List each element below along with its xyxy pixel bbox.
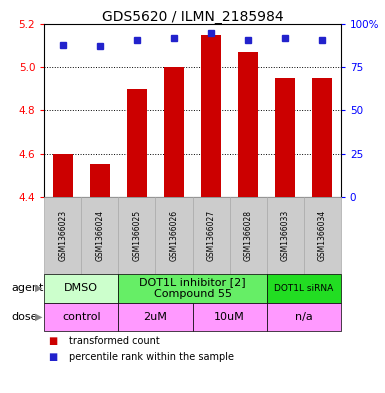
Text: 10uM: 10uM [214, 312, 245, 322]
Bar [304, 197, 341, 274]
Text: n/a: n/a [295, 312, 313, 322]
Text: GDS5620 / ILMN_2185984: GDS5620 / ILMN_2185984 [102, 10, 283, 24]
Text: dose: dose [12, 312, 38, 322]
Bar [119, 303, 192, 331]
Bar [238, 52, 258, 197]
Text: GSM1366034: GSM1366034 [318, 209, 327, 261]
Bar [44, 197, 81, 274]
Bar [119, 197, 156, 274]
Bar [81, 197, 119, 274]
Bar [275, 78, 295, 197]
Bar [164, 67, 184, 197]
Text: 2uM: 2uM [144, 312, 167, 322]
Text: control: control [62, 312, 100, 322]
Bar [44, 303, 119, 331]
Bar [53, 154, 73, 197]
Text: percentile rank within the sample: percentile rank within the sample [69, 352, 234, 362]
Text: transformed count: transformed count [69, 336, 160, 346]
Text: ■: ■ [48, 352, 57, 362]
Text: GSM1366025: GSM1366025 [132, 209, 141, 261]
Bar [267, 197, 304, 274]
Bar [90, 165, 110, 197]
Bar [127, 89, 147, 197]
Text: GSM1366033: GSM1366033 [281, 209, 290, 261]
Text: agent: agent [12, 283, 44, 293]
Bar [119, 274, 267, 303]
Bar [44, 274, 119, 303]
Text: GSM1366028: GSM1366028 [244, 210, 253, 261]
Text: DOT1L inhibitor [2]
Compound 55: DOT1L inhibitor [2] Compound 55 [139, 277, 246, 299]
Text: ▶: ▶ [35, 283, 42, 293]
Text: GSM1366023: GSM1366023 [58, 209, 67, 261]
Bar [192, 303, 267, 331]
Text: GSM1366026: GSM1366026 [169, 209, 179, 261]
Text: DOT1L siRNA: DOT1L siRNA [274, 284, 333, 293]
Bar [267, 303, 341, 331]
Bar [267, 274, 341, 303]
Text: GSM1366024: GSM1366024 [95, 209, 104, 261]
Text: ▶: ▶ [35, 312, 42, 322]
Text: DMSO: DMSO [64, 283, 98, 293]
Bar [156, 197, 192, 274]
Bar [201, 35, 221, 197]
Bar [312, 78, 332, 197]
Bar [192, 197, 229, 274]
Text: GSM1366027: GSM1366027 [206, 209, 216, 261]
Text: ■: ■ [48, 336, 57, 346]
Bar [229, 197, 266, 274]
